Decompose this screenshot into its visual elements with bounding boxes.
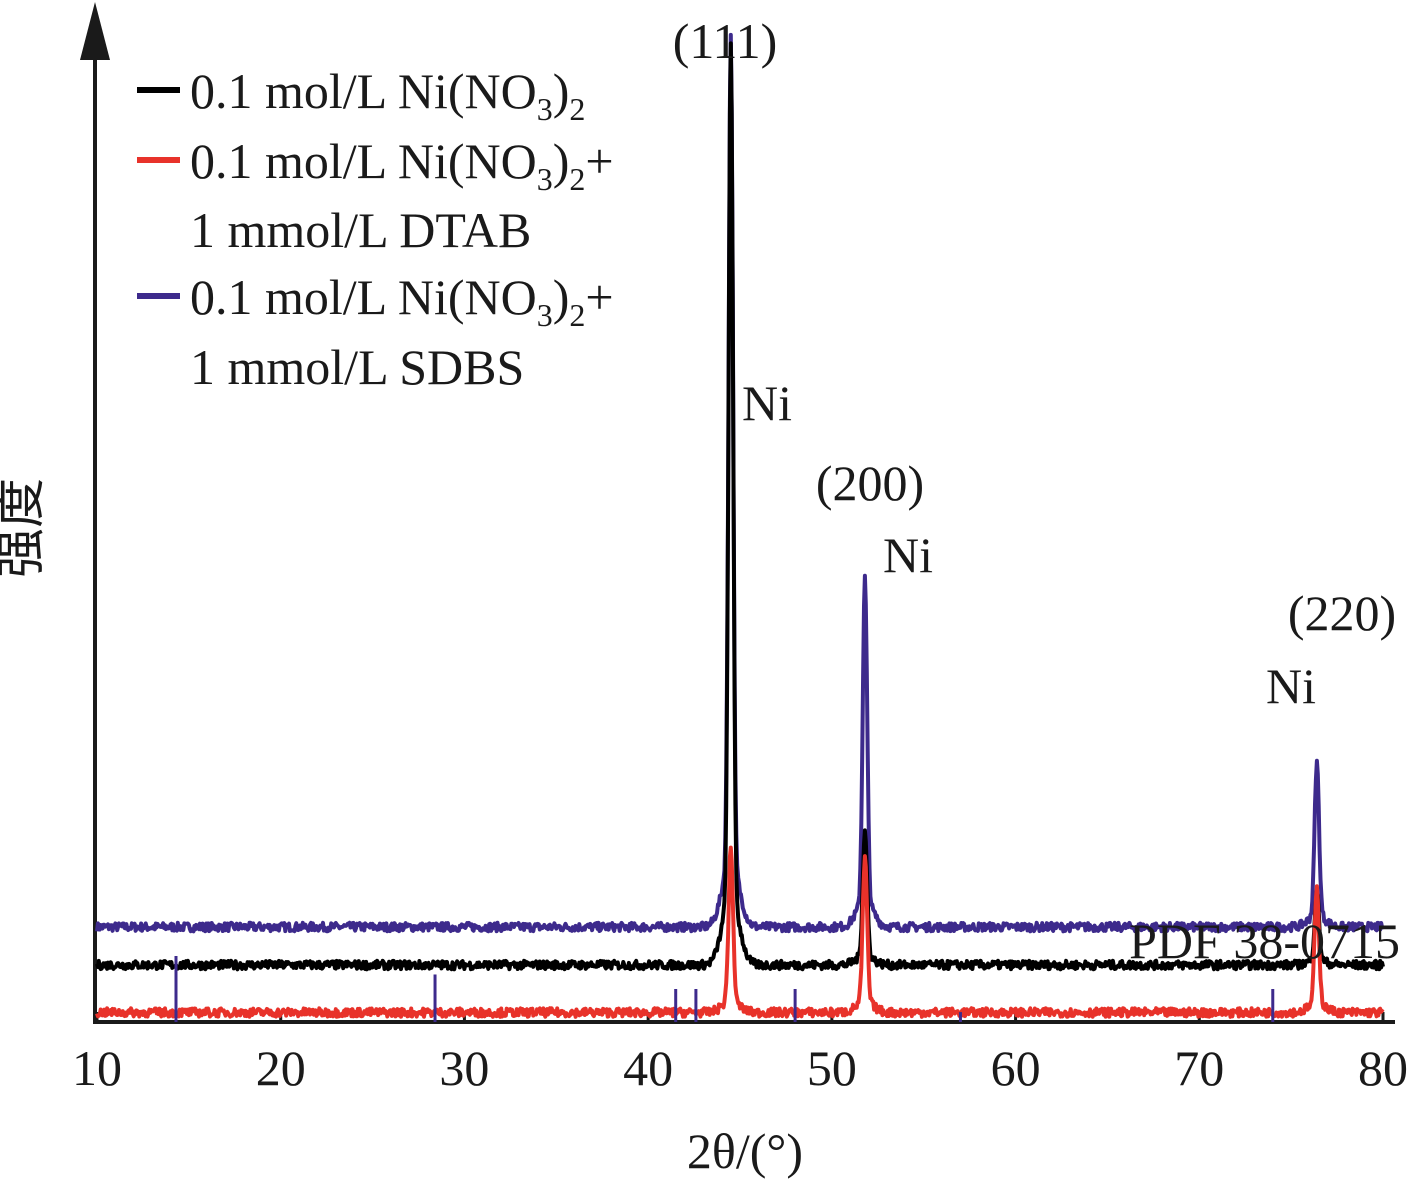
series-line xyxy=(95,845,1385,1019)
x-tick-label: 80 xyxy=(1358,1040,1408,1096)
annotation-111: (111) xyxy=(673,13,778,69)
legend-label-line2: 1 mmol/L SDBS xyxy=(190,339,524,395)
annotation-220: (220) xyxy=(1288,585,1396,641)
x-tick-label: 40 xyxy=(623,1040,673,1096)
x-ticks: 10 20 30 40 50 60 70 80 xyxy=(72,1012,1408,1096)
annotation-reference: PDF 38-0715 xyxy=(1129,913,1400,969)
y-axis-label: 强度 xyxy=(0,478,49,578)
x-axis-label: 2θ/(°) xyxy=(687,1123,803,1179)
x-tick-label: 60 xyxy=(991,1040,1041,1096)
annotation-ni-3: Ni xyxy=(1266,658,1316,714)
x-tick-label: 10 xyxy=(72,1040,122,1096)
legend-label: 0.1 mol/L Ni(NO3)2 xyxy=(190,63,585,127)
legend: 0.1 mol/L Ni(NO3)2 0.1 mol/L Ni(NO3)2+ 1… xyxy=(137,63,614,395)
x-tick-label: 50 xyxy=(807,1040,857,1096)
legend-label-line2: 1 mmol/L DTAB xyxy=(190,202,531,258)
x-tick-label: 70 xyxy=(1174,1040,1224,1096)
annotation-200: (200) xyxy=(816,455,924,511)
series-line xyxy=(95,41,1385,972)
series-line xyxy=(95,32,1385,934)
x-tick-label: 30 xyxy=(439,1040,489,1096)
legend-label: 0.1 mol/L Ni(NO3)2+ xyxy=(190,133,614,197)
annotation-ni-1: Ni xyxy=(742,375,792,431)
annotation-ni-2: Ni xyxy=(883,527,933,583)
legend-entry: 0.1 mol/L Ni(NO3)2+ 1 mmol/L SDBS xyxy=(137,269,614,395)
legend-entry: 0.1 mol/L Ni(NO3)2+ 1 mmol/L DTAB xyxy=(137,133,614,258)
legend-entry: 0.1 mol/L Ni(NO3)2 xyxy=(137,63,585,127)
annotations: (111) Ni (200) Ni (220) Ni PDF 38-0715 xyxy=(673,13,1400,969)
x-tick-label: 20 xyxy=(256,1040,306,1096)
legend-label: 0.1 mol/L Ni(NO3)2+ xyxy=(190,269,614,333)
series-layer xyxy=(95,32,1385,1019)
reference-lines xyxy=(174,956,1275,1022)
y-axis-arrow xyxy=(80,2,110,60)
axes xyxy=(80,2,1395,1024)
